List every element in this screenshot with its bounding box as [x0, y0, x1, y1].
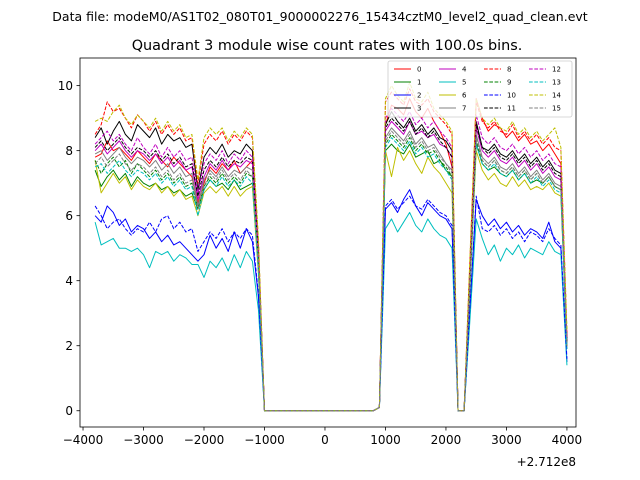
legend-label-11: 11 [507, 105, 516, 113]
legend-label-12: 12 [552, 66, 561, 74]
series-line-11 [94, 117, 568, 412]
legend-label-8: 8 [507, 66, 511, 74]
x-tick-label: −2000 [184, 433, 225, 447]
y-tick-label: 2 [65, 339, 73, 353]
x-offset-label: +2.712e8 [517, 455, 576, 469]
y-tick-label: 4 [65, 274, 73, 288]
y-tick-label: 6 [65, 209, 73, 223]
series-line-15 [94, 130, 568, 412]
legend-label-10: 10 [507, 92, 516, 100]
x-tick-label: 3000 [491, 433, 522, 447]
series-layer [94, 81, 568, 412]
legend-label-0: 0 [417, 66, 421, 74]
legend-label-6: 6 [462, 92, 467, 100]
x-tick-label: 4000 [552, 433, 583, 447]
legend-label-9: 9 [507, 79, 511, 87]
plot-frame [79, 57, 577, 428]
x-tick-label: 0 [321, 433, 329, 447]
x-tick-label: −1000 [244, 433, 285, 447]
axes-layer: −4000 −3000 −2000 −1000 0 1000 2000 3000 4000 0 2 4… [58, 57, 583, 469]
y-tick-label: 8 [65, 144, 73, 158]
x-tick-label: −4000 [63, 433, 104, 447]
legend-label-7: 7 [462, 105, 466, 113]
y-tick-label: 10 [58, 79, 73, 93]
legend-label-13: 13 [552, 79, 561, 87]
legend-label-3: 3 [417, 105, 421, 113]
x-tick-label: 2000 [431, 433, 462, 447]
series-line-13 [94, 137, 568, 412]
figure-suptitle: Data file: modeM0/AS1T02_080T01_90000022… [52, 9, 587, 24]
legend-box [387, 60, 573, 118]
legend-label-14: 14 [552, 92, 561, 100]
x-tick-label: 1000 [370, 433, 401, 447]
legend-label-2: 2 [417, 92, 421, 100]
legend-label-1: 1 [417, 79, 421, 87]
legend-label-5: 5 [462, 79, 466, 87]
legend-label-15: 15 [552, 105, 561, 113]
chart-title: Quadrant 3 module wise count rates with … [132, 38, 523, 54]
x-tick-label: −3000 [123, 433, 164, 447]
legend-label-4: 4 [462, 66, 467, 74]
y-tick-label: 0 [65, 404, 73, 418]
